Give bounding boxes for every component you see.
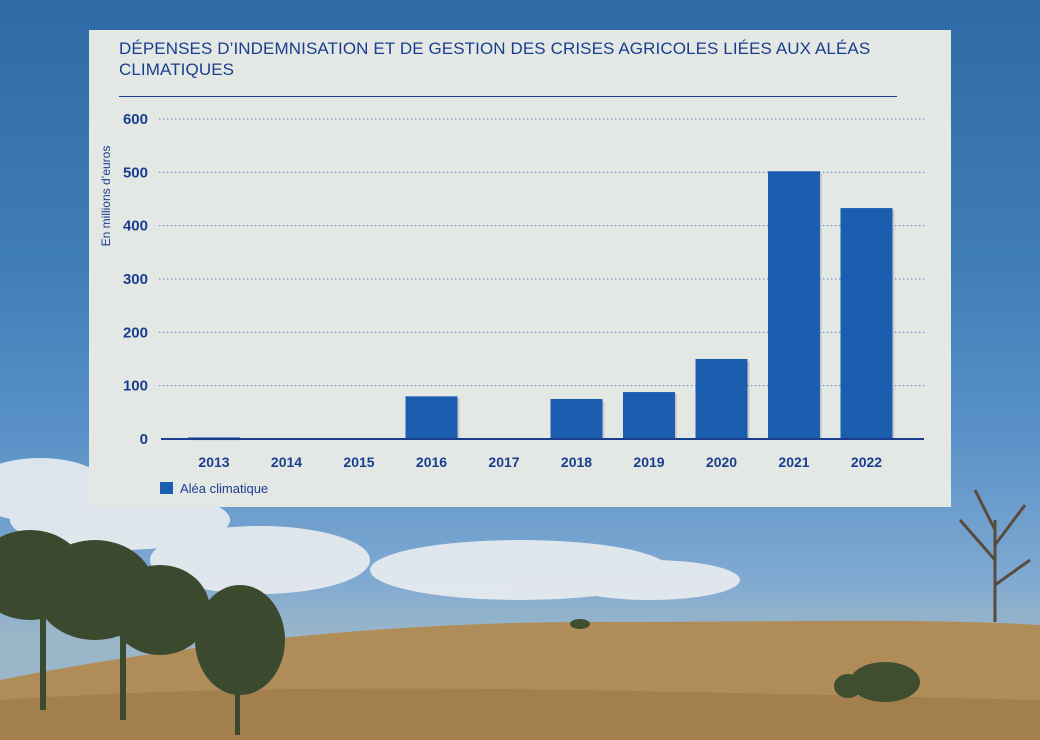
y-tick-label: 300 bbox=[123, 271, 148, 288]
bars bbox=[188, 171, 895, 441]
x-tick-label: 2019 bbox=[633, 454, 664, 470]
bar-chart: 0 100 200 300 400 500 600 2013 2014 2015 2016 2017… bbox=[99, 111, 925, 496]
y-tick-label: 400 bbox=[123, 218, 148, 235]
x-tick-label: 2018 bbox=[561, 454, 592, 470]
legend: Aléa climatique bbox=[160, 481, 268, 496]
y-tick-label: 100 bbox=[123, 378, 148, 395]
x-tick-label: 2020 bbox=[706, 454, 737, 470]
title-divider bbox=[119, 96, 897, 97]
bushes-right bbox=[570, 619, 920, 702]
y-tick-label: 600 bbox=[123, 111, 148, 128]
bar-2021 bbox=[768, 171, 820, 439]
y-tick-label: 0 bbox=[140, 431, 148, 448]
y-axis-label: En millions d’euros bbox=[99, 146, 113, 247]
field-shade bbox=[0, 688, 1040, 740]
bar-2018 bbox=[550, 399, 603, 439]
x-tick-label: 2021 bbox=[778, 454, 809, 470]
bar-2022 bbox=[840, 208, 893, 439]
x-tick-label: 2013 bbox=[198, 454, 229, 470]
bar-2019 bbox=[623, 392, 675, 439]
chart-title: Dépenses d’indemnisation et de gestion d… bbox=[119, 39, 871, 79]
legend-label: Aléa climatique bbox=[180, 481, 268, 496]
tree-right bbox=[958, 489, 1031, 622]
x-tick-label: 2022 bbox=[851, 454, 882, 470]
y-tick-label: 500 bbox=[123, 164, 148, 181]
x-tick-label: 2015 bbox=[343, 454, 374, 470]
legend-swatch bbox=[160, 482, 173, 494]
x-tick-label: 2014 bbox=[271, 454, 302, 470]
bar-2020 bbox=[695, 359, 748, 439]
chart-card: Dépenses d’indemnisation et de gestion d… bbox=[89, 30, 951, 507]
y-tick-label: 200 bbox=[123, 324, 148, 341]
x-tick-label: 2016 bbox=[416, 454, 447, 470]
bar-2016 bbox=[405, 396, 458, 439]
x-tick-label: 2017 bbox=[488, 454, 519, 470]
y-axis-ticks: 0 100 200 300 400 500 600 bbox=[123, 111, 148, 448]
x-axis-ticks: 2013 2014 2015 2016 2017 2018 2019 2020 2021 2022 bbox=[198, 454, 882, 470]
trees-left bbox=[0, 530, 285, 735]
